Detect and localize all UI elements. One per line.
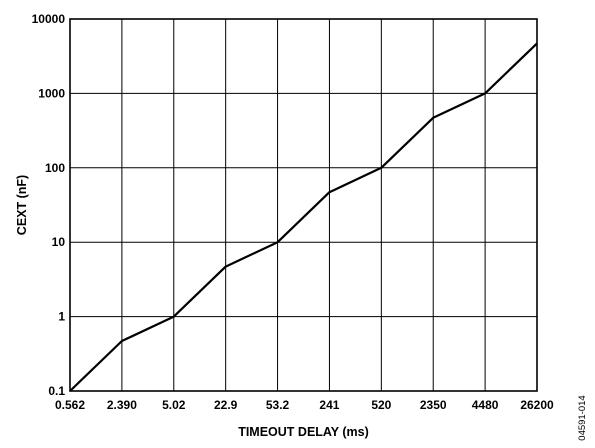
- x-tick-label: 0.562: [55, 398, 85, 412]
- x-axis-title: TIMEOUT DELAY (ms): [238, 425, 369, 439]
- series-line: [69, 42, 538, 392]
- x-tick-label: 2.390: [107, 398, 137, 412]
- figure-id: 04591-014: [577, 395, 588, 440]
- y-tick-labels: 0.1 1 10 100 1000 10000: [32, 12, 66, 398]
- plot-frame: [69, 18, 538, 392]
- y-tick-label: 0.1: [48, 384, 65, 398]
- y-tick-label: 10000: [32, 12, 66, 26]
- x-tick-label: 2350: [420, 398, 447, 412]
- x-tick-label: 53.2: [266, 398, 290, 412]
- y-tick-label: 10: [52, 235, 66, 249]
- x-tick-labels: 0.562 2.390 5.02 22.9 53.2 241 520 2350 4480 2620…: [55, 398, 554, 412]
- x-tick-label: 520: [371, 398, 391, 412]
- x-tick-label: 5.02: [162, 398, 186, 412]
- x-tick-label: 241: [319, 398, 339, 412]
- x-tick-label: 26200: [520, 398, 554, 412]
- y-tick-label: 100: [45, 161, 65, 175]
- grid: [70, 19, 537, 391]
- y-tick-label: 1000: [38, 86, 65, 100]
- x-tick-label: 22.9: [214, 398, 238, 412]
- y-axis-title: CEXT (nF): [15, 175, 29, 235]
- y-tick-label: 1: [58, 310, 65, 324]
- x-tick-label: 4480: [472, 398, 499, 412]
